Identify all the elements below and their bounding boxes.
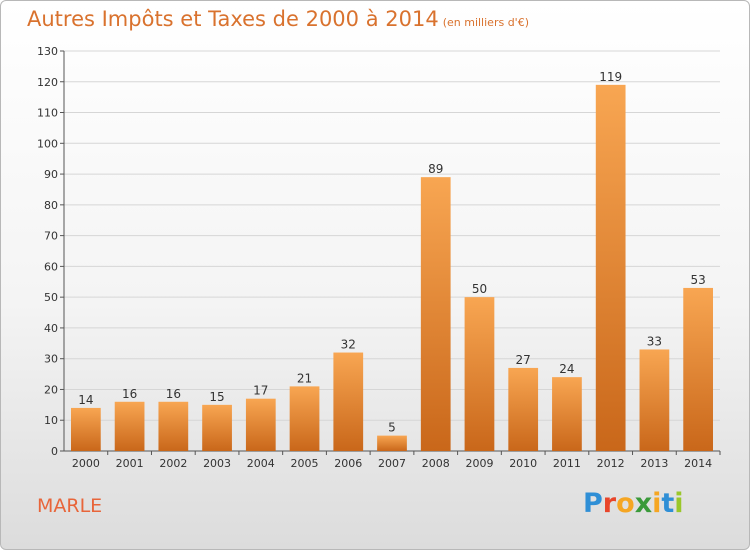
bar: [114, 401, 145, 451]
proxiti-logo: Proxiti: [583, 488, 684, 519]
y-tick-label: 90: [44, 168, 58, 181]
data-label: 21: [297, 371, 312, 385]
y-tick-label: 120: [37, 76, 58, 89]
bar: [552, 377, 582, 451]
logo-letter: r: [602, 488, 617, 519]
y-tick-label: 60: [44, 260, 58, 273]
logo-letter: x: [634, 488, 653, 519]
x-tick-label: 2010: [509, 457, 537, 470]
y-tick-label: 130: [37, 45, 58, 58]
data-label: 16: [166, 387, 181, 401]
data-label: 32: [341, 338, 356, 352]
y-tick-label: 40: [44, 322, 58, 335]
x-tick-label: 2014: [684, 457, 712, 470]
data-label: 89: [428, 162, 443, 176]
x-tick-label: 2012: [597, 457, 625, 470]
bar: [595, 84, 626, 451]
y-tick-label: 80: [44, 199, 58, 212]
place-name: MARLE: [37, 495, 103, 517]
logo-letter: i: [652, 488, 662, 519]
y-tick-label: 50: [44, 291, 58, 304]
bar: [245, 398, 276, 451]
bars: [70, 84, 714, 451]
bar: [508, 367, 539, 451]
x-tick-label: 2011: [553, 457, 581, 470]
x-tick-label: 2001: [116, 457, 144, 470]
data-label: 50: [472, 282, 487, 296]
y-tick-label: 110: [37, 107, 58, 120]
logo-letter: i: [674, 488, 684, 519]
x-tick-label: 2005: [291, 457, 319, 470]
chart-subtitle: (en milliers d'€): [442, 16, 529, 29]
bar: [158, 401, 189, 451]
labels: 0 10 20 30 40 50 60 70 80 90 100 110 120 130 14 2000 16 2…: [37, 45, 712, 470]
data-label: 119: [599, 70, 622, 84]
x-tick-label: 2008: [422, 457, 450, 470]
x-tick-label: 2004: [247, 457, 275, 470]
data-label: 24: [559, 362, 574, 376]
logo-letter: P: [583, 488, 603, 519]
bar: [420, 177, 451, 451]
data-label: 5: [388, 421, 396, 435]
x-tick-label: 2003: [203, 457, 231, 470]
y-tick-label: 20: [44, 383, 58, 396]
data-label: 33: [647, 334, 662, 348]
x-tick-label: 2006: [334, 457, 362, 470]
y-tick-label: 100: [37, 137, 58, 150]
data-label: 53: [690, 273, 705, 287]
y-tick-label: 70: [44, 230, 58, 243]
chart-title: Autres Impôts et Taxes de 2000 à 2014 (en…: [27, 7, 529, 31]
bar: [289, 386, 320, 451]
x-tick-label: 2009: [465, 457, 493, 470]
x-tick-label: 2013: [640, 457, 668, 470]
bar: [639, 349, 670, 451]
data-label: 27: [516, 353, 531, 367]
bar: [683, 287, 714, 451]
y-tick-label: 0: [51, 445, 58, 458]
logo-letter: t: [661, 488, 675, 519]
logo-letter: o: [616, 488, 635, 519]
data-label: 16: [122, 387, 137, 401]
bar: [70, 407, 101, 451]
chart-title-text: Autres Impôts et Taxes de 2000 à 2014: [27, 7, 439, 31]
bar: [377, 435, 407, 451]
data-label: 17: [253, 384, 268, 398]
x-tick-label: 2000: [72, 457, 100, 470]
bar: [202, 404, 232, 451]
data-label: 15: [209, 390, 224, 404]
data-label: 14: [78, 393, 93, 407]
y-tick-label: 30: [44, 353, 58, 366]
bar: [464, 297, 495, 451]
x-tick-label: 2007: [378, 457, 406, 470]
y-tick-label: 10: [44, 414, 58, 427]
bar: [333, 352, 364, 451]
x-tick-label: 2002: [159, 457, 187, 470]
